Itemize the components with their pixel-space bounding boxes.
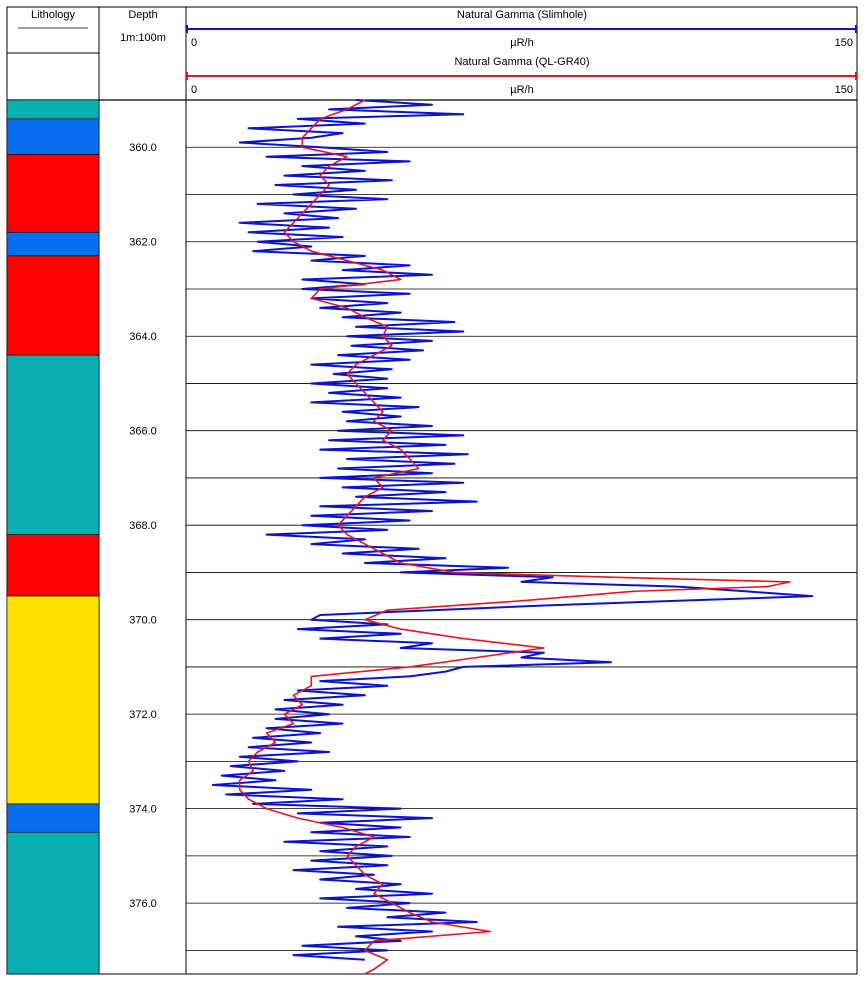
depth-tick-label: 364.0 (129, 331, 157, 343)
depth-tick-label: 362.0 (129, 237, 157, 249)
depth-tick-label: 376.0 (129, 898, 157, 910)
depth-tick-label: 360.0 (129, 142, 157, 154)
lithology-block-6 (6, 534, 100, 597)
lithology-block-0 (6, 99, 100, 120)
lithology-block-3 (6, 231, 100, 257)
depth-tick-label: 370.0 (129, 615, 157, 627)
track2-unit-label: µR/h (510, 84, 534, 96)
lithology-block-1 (6, 118, 100, 155)
lithology-header: Lithology (30, 9, 76, 21)
track1-title: Natural Gamma (Slimhole) (456, 9, 588, 21)
track1-max-label: 150 (834, 37, 853, 49)
lithology-block-2 (6, 154, 100, 233)
depth-tick-label: 372.0 (129, 709, 157, 721)
depth-tick-label: 374.0 (129, 804, 157, 816)
lithology-block-8 (6, 803, 100, 833)
lithology-block-7 (6, 595, 100, 805)
lithology-block-9 (6, 831, 100, 975)
track2-max-label: 150 (834, 84, 853, 96)
lithology-block-5 (6, 354, 100, 535)
depth-scale-label: 1m:100m (120, 32, 166, 44)
track2-min-label: 0 (191, 84, 198, 96)
series-curve-ql-gr40 (238, 99, 791, 975)
track1-min-label: 0 (191, 37, 198, 49)
series-curve-slimhole (211, 99, 814, 961)
track1-unit-label: µR/h (510, 37, 534, 49)
depth-tick-label: 368.0 (129, 520, 157, 532)
lithology-block-4 (6, 255, 100, 356)
depth-header: Depth (128, 9, 158, 21)
depth-tick-label: 366.0 (129, 426, 157, 438)
track2-title: Natural Gamma (QL-GR40) (454, 56, 590, 68)
